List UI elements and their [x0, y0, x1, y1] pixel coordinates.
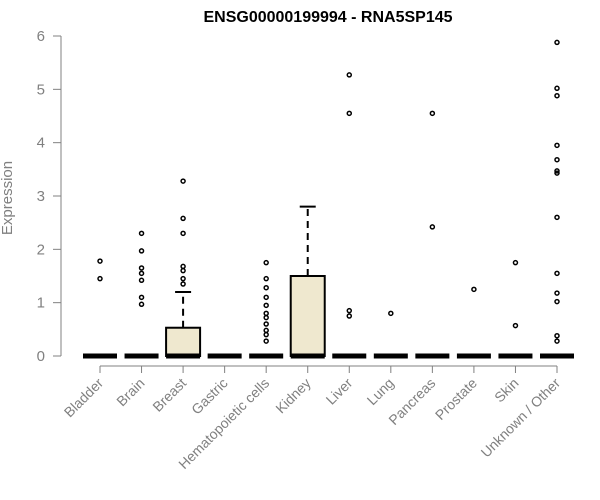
- outlier-point: [138, 248, 145, 254]
- y-axis-label: Expression: [0, 161, 16, 235]
- outlier-point: [554, 290, 560, 296]
- outlier-point: [138, 294, 145, 301]
- outlier-point: [554, 270, 560, 277]
- outlier-point: [97, 275, 103, 282]
- outlier-point: [263, 314, 269, 321]
- y-tick-label: 3: [37, 188, 45, 205]
- outlier-point: [138, 270, 145, 277]
- outlier-point: [429, 110, 436, 117]
- outlier-point: [180, 275, 186, 282]
- outlier-point: [346, 110, 353, 117]
- outlier-point: [263, 302, 269, 309]
- box-5: [289, 205, 326, 359]
- x-tick-label: Lung: [364, 375, 397, 408]
- outlier-point: [346, 72, 353, 78]
- outlier-point: [180, 281, 186, 287]
- outlier-point: [263, 275, 269, 282]
- x-tick-label: Bladder: [61, 375, 107, 421]
- outlier-point: [263, 284, 269, 291]
- outliers-layer: [97, 39, 560, 344]
- box-2: [165, 291, 202, 359]
- outlier-point: [554, 298, 560, 305]
- outlier-point: [346, 313, 353, 319]
- box-iqr: [165, 326, 202, 358]
- outlier-point: [554, 85, 560, 92]
- outlier-point: [263, 294, 269, 301]
- x-tick-label: Breast: [149, 375, 189, 415]
- y-axis: 0 1 2 3 4 5 6: [37, 28, 62, 365]
- outlier-point: [180, 178, 186, 184]
- outlier-point: [180, 267, 186, 274]
- outlier-point: [554, 168, 560, 174]
- outlier-point: [554, 338, 560, 344]
- outlier-point: [263, 259, 269, 266]
- x-tick-label: Skin: [491, 375, 522, 406]
- outlier-point: [429, 224, 436, 230]
- outlier-point: [554, 214, 560, 221]
- outlier-point: [138, 277, 145, 284]
- outlier-point: [263, 338, 269, 344]
- box-iqr: [289, 275, 326, 357]
- outlier-point: [263, 331, 269, 338]
- outlier-point: [346, 307, 353, 314]
- outlier-point: [180, 215, 186, 222]
- x-tick-label: Brain: [113, 375, 147, 409]
- outlier-point: [138, 265, 145, 271]
- outlier-point: [138, 301, 145, 308]
- x-tick-label: Unknown / Other: [478, 375, 564, 461]
- outlier-point: [263, 310, 269, 317]
- x-tick-label: Kidney: [272, 375, 314, 417]
- outlier-point: [554, 142, 560, 149]
- outlier-point: [554, 170, 560, 176]
- outlier-point: [263, 321, 269, 327]
- outlier-point: [471, 286, 477, 293]
- y-tick-label: 0: [37, 348, 45, 365]
- outlier-point: [554, 332, 560, 339]
- outlier-point: [512, 322, 519, 329]
- outlier-point: [180, 263, 186, 270]
- x-tick-label: Prostate: [432, 375, 480, 423]
- x-tick-label: Liver: [323, 375, 356, 408]
- outlier-point: [512, 259, 519, 266]
- outlier-point: [388, 310, 394, 317]
- outlier-point: [554, 156, 560, 163]
- boxes-layer: [83, 205, 574, 359]
- y-tick-label: 2: [37, 241, 45, 258]
- y-tick-label: 6: [37, 28, 45, 45]
- outlier-point: [554, 92, 560, 99]
- y-tick-label: 4: [37, 135, 45, 152]
- outlier-point: [138, 230, 145, 237]
- outlier-point: [263, 327, 269, 334]
- outlier-point: [97, 258, 103, 264]
- y-tick-label: 1: [37, 295, 45, 312]
- chart-title: ENSG00000199994 - RNA5SP145: [203, 9, 452, 26]
- outlier-point: [180, 230, 186, 237]
- y-tick-label: 5: [37, 81, 45, 98]
- outlier-point: [554, 39, 560, 46]
